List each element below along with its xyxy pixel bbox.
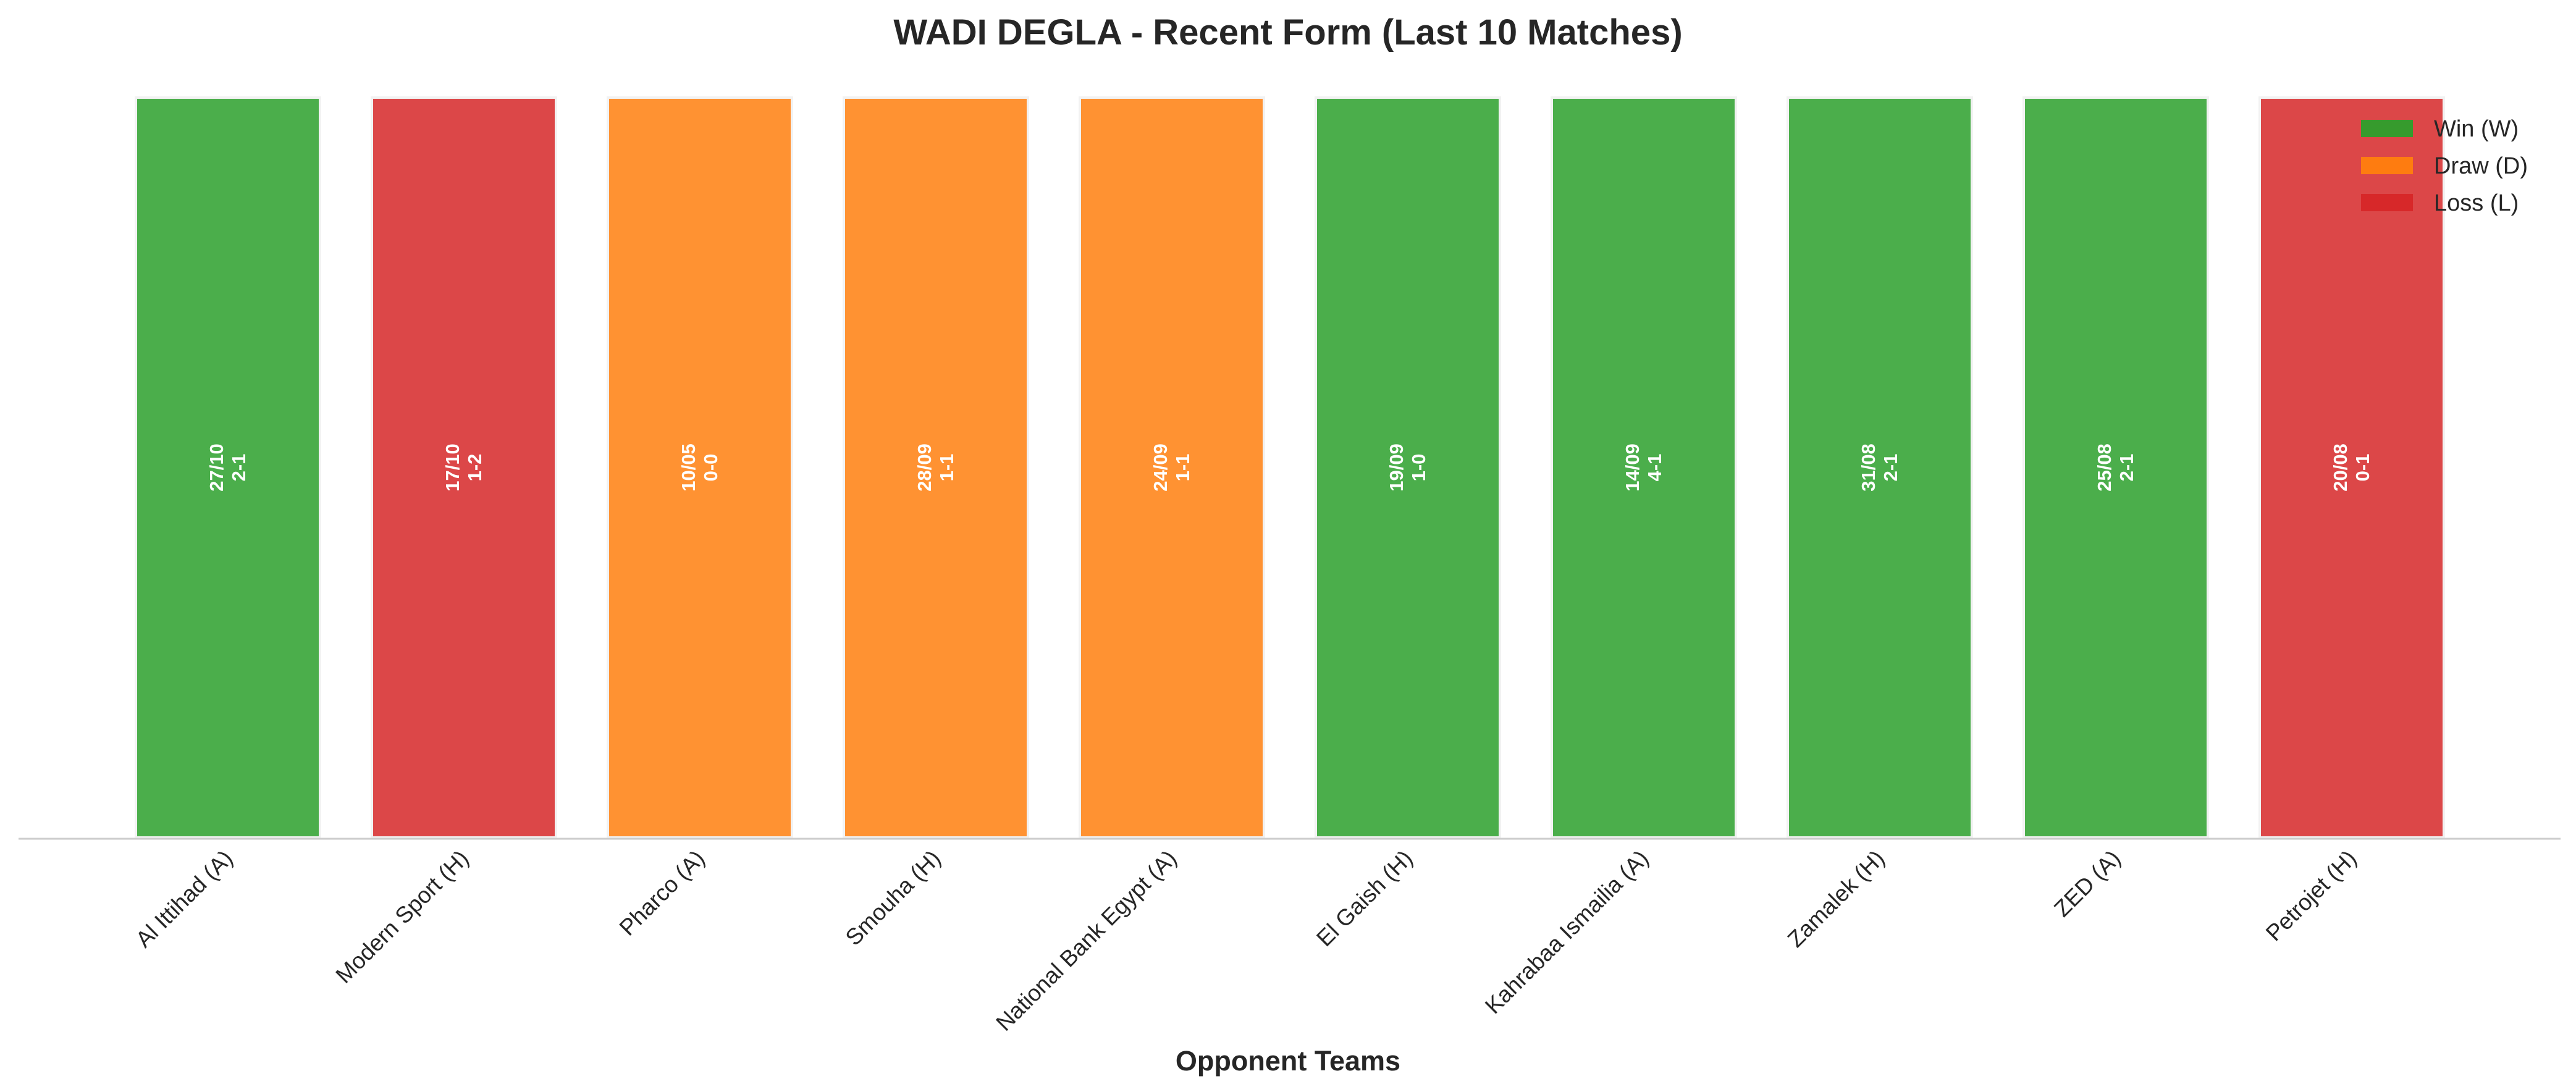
x-tick-label: Al Ittihad (A) — [131, 846, 238, 952]
x-tick-labels: Al Ittihad (A) Modern Sport (H) Pharco (A)… — [131, 846, 2362, 1036]
chart-title: WADI DEGLA - Recent Form (Last 10 Matche… — [893, 12, 1682, 52]
bar-data-label: 14/094-1 — [1622, 443, 1665, 492]
bar-data-label: 27/102-1 — [206, 443, 250, 492]
bar — [1079, 96, 1265, 839]
bar — [2022, 96, 2209, 839]
bar-data-label: 31/082-1 — [1858, 443, 1901, 492]
legend-swatch — [2361, 120, 2413, 137]
bar — [843, 96, 1029, 839]
bar — [2258, 96, 2445, 839]
bar-data-label: 20/080-1 — [2330, 443, 2373, 492]
x-axis-label: Opponent Teams — [1176, 1045, 1400, 1077]
legend-label: Loss (L) — [2434, 190, 2519, 216]
bar — [1787, 96, 1973, 839]
bar — [371, 96, 557, 839]
x-tick-label: Modern Sport (H) — [331, 846, 474, 988]
bar — [135, 96, 321, 839]
x-tick-label: Pharco (A) — [615, 846, 710, 941]
x-tick-label: Kahrabaa Ismailia (A) — [1480, 846, 1654, 1019]
legend: Win (W) Draw (D) Loss (L) — [2361, 116, 2528, 216]
x-tick-label: ZED (A) — [2049, 846, 2125, 922]
bar — [1551, 96, 1737, 839]
bar — [1315, 96, 1501, 839]
legend-swatch — [2361, 194, 2413, 211]
legend-label: Draw (D) — [2434, 153, 2528, 179]
legend-swatch — [2361, 157, 2413, 174]
bar-data-label: 25/082-1 — [2094, 443, 2137, 492]
bar — [607, 96, 793, 839]
bars-layer: 27/102-1 17/101-2 10/050-0 28/091-1 24/091-1… — [135, 96, 2445, 839]
x-tick-label: Petrojet (H) — [2261, 846, 2362, 946]
bar-data-label: 10/050-0 — [678, 443, 722, 492]
legend-label: Win (W) — [2434, 116, 2519, 142]
bar-data-label: 17/101-2 — [442, 443, 486, 492]
x-tick-label: El Gaish (H) — [1311, 846, 1417, 951]
bar-data-label: 19/091-0 — [1386, 443, 1429, 492]
bar-data-label: 24/091-1 — [1150, 443, 1193, 492]
bar-data-label: 28/091-1 — [914, 443, 958, 492]
x-tick-label: Smouha (H) — [841, 846, 946, 951]
x-tick-label: Zamalek (H) — [1783, 846, 1890, 952]
x-tick-label: National Bank Egypt (A) — [991, 846, 1181, 1036]
